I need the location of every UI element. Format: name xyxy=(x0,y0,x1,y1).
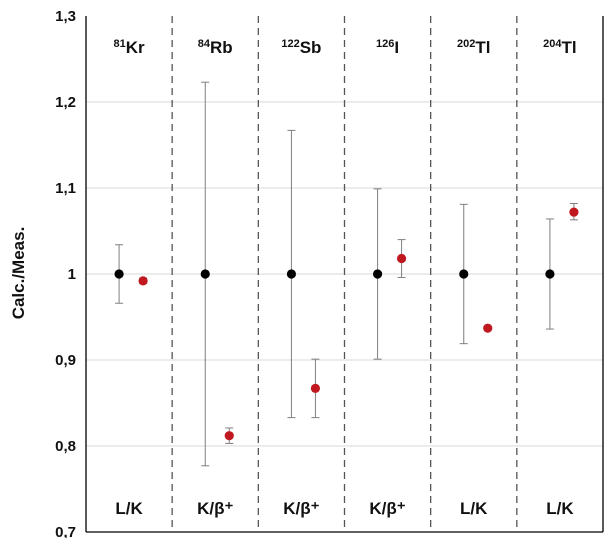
calculated-point xyxy=(310,383,321,393)
nuclide-label: 204Tl xyxy=(543,38,576,57)
nuclide-element: Sb xyxy=(300,38,322,57)
ratio-label: L/K xyxy=(460,499,488,518)
ratio-label: L/K xyxy=(115,499,143,518)
calculated-point xyxy=(483,323,493,333)
nuclide-mass-number: 126 xyxy=(376,38,394,50)
nuclide-mass-number: 204 xyxy=(543,38,562,50)
nuclide-mass-number: 122 xyxy=(281,38,299,50)
nuclide-label: 202Tl xyxy=(457,38,490,57)
nuclide-label: 81Kr xyxy=(114,38,146,57)
ratio-label: L/K xyxy=(546,499,574,518)
reference-point xyxy=(372,269,383,279)
ratio-label: K/β⁺ xyxy=(197,499,233,518)
nuclide-element: Rb xyxy=(210,38,233,57)
nuclide-element: I xyxy=(394,38,399,57)
calculated-point xyxy=(569,207,579,217)
y-tick-label: 1,2 xyxy=(55,94,76,111)
y-axis-label: Calc./Meas. xyxy=(9,227,28,320)
calculated-point xyxy=(224,431,234,441)
calculated-point xyxy=(396,253,407,264)
reference-point xyxy=(200,269,210,279)
reference-point xyxy=(286,269,297,279)
label-layer: 81KrL/K84RbK/β⁺122SbK/β⁺126IK/β⁺202TlL/K… xyxy=(114,38,577,518)
y-tick-label: 0,9 xyxy=(55,352,76,369)
nuclide-mass-number: 84 xyxy=(198,38,211,50)
y-tick-label: 1,3 xyxy=(55,8,76,25)
nuclide-label: 122Sb xyxy=(281,38,321,57)
nuclide-element: Tl xyxy=(562,38,577,57)
axis-layer: 0,7 0,8 0,9 1 1,1 1,2 1,3 xyxy=(55,8,604,538)
reference-point xyxy=(459,269,469,279)
y-tick-label: 0,7 xyxy=(55,524,76,538)
y-tick-label: 1,1 xyxy=(55,180,76,197)
reference-point xyxy=(545,269,555,279)
reference-point xyxy=(114,269,124,279)
nuclide-label: 84Rb xyxy=(198,38,233,57)
nuclide-element: Kr xyxy=(126,38,145,57)
nuclide-mass-number: 81 xyxy=(114,38,126,50)
mark-layer xyxy=(114,81,579,467)
ratio-label: K/β⁺ xyxy=(369,499,405,518)
y-tick-label: 1 xyxy=(68,266,76,283)
divider-layer xyxy=(171,16,518,532)
y-tick-label: 0,8 xyxy=(55,438,76,455)
ratio-label: K/β⁺ xyxy=(283,499,319,518)
nuclide-label: 126I xyxy=(376,38,399,57)
calculated-point xyxy=(138,276,148,286)
nuclide-element: Tl xyxy=(475,38,490,57)
nuclide-mass-number: 202 xyxy=(457,38,475,50)
